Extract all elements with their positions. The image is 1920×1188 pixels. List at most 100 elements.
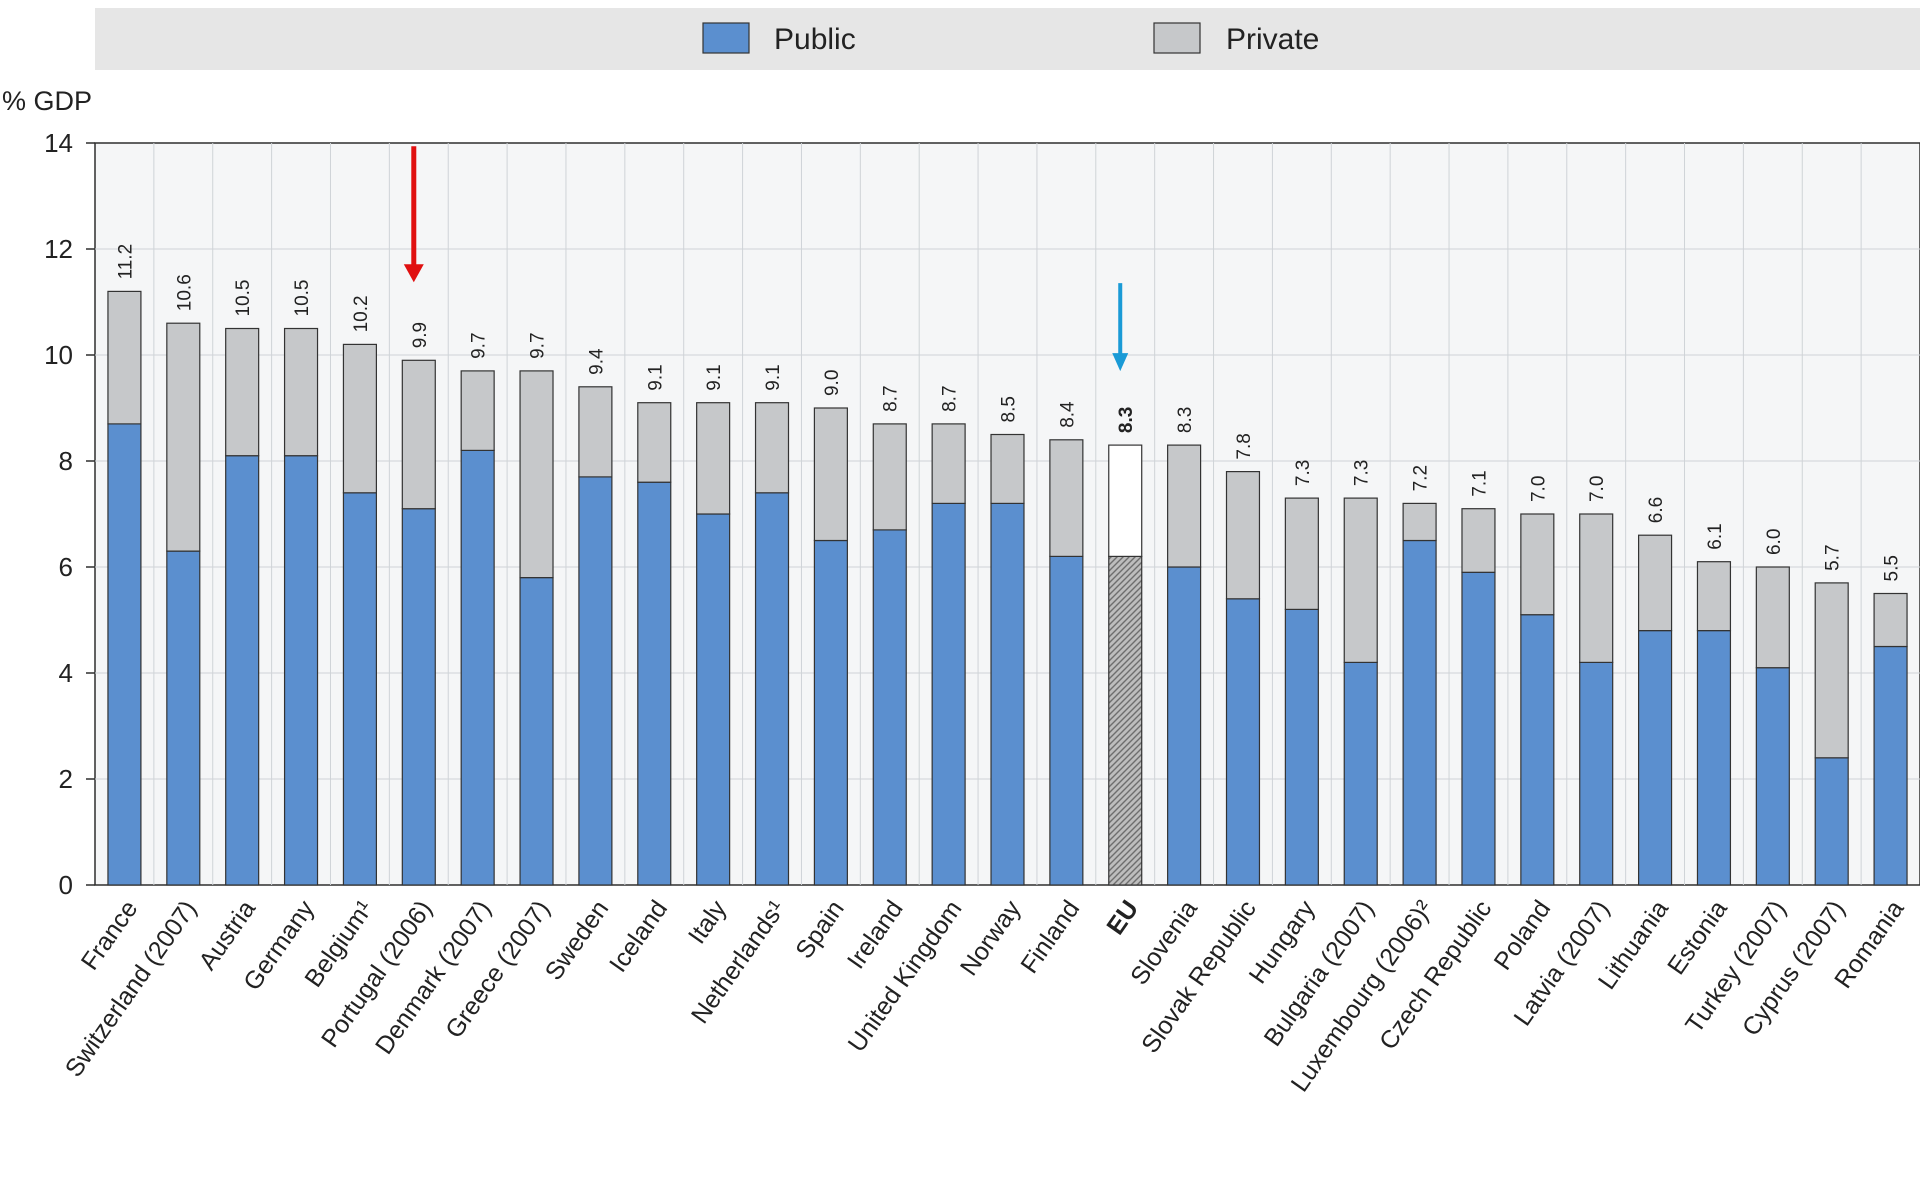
bar-group-bulgaria-2007 [1343, 497, 1378, 886]
bar-public-romania [1873, 645, 1908, 886]
bar-group-romania [1873, 592, 1908, 886]
bar-public-greece-2007 [519, 576, 554, 886]
bar-public-iceland [637, 481, 672, 886]
bar-private-portugal-2006 [401, 359, 436, 510]
arrow-head [1112, 353, 1129, 372]
total-label-denmark-2007: 9.7 [469, 332, 490, 358]
bar-private-belgium [342, 343, 378, 494]
bar-private-sweden [578, 386, 613, 478]
bar-private-united-kingdom [931, 423, 966, 504]
total-label-hungary: 7.3 [1293, 460, 1314, 486]
y-tick-label: 6 [59, 552, 73, 582]
y-tick-label: 12 [44, 234, 73, 264]
legend: Public Private [95, 8, 1920, 70]
bar-private-eu [1108, 444, 1143, 558]
bar-private-hungary [1284, 497, 1319, 611]
bar-group-spain [813, 407, 848, 886]
total-label-lithuania: 6.6 [1646, 497, 1667, 523]
y-tick-label: 4 [59, 658, 73, 688]
x-tick-label-norway: Norway [955, 895, 1027, 981]
bar-private-poland [1520, 513, 1555, 616]
bar-private-france [107, 290, 142, 425]
bar-private-iceland [637, 402, 672, 483]
bar-group-greece-2007 [519, 370, 554, 886]
bar-private-norway [990, 433, 1025, 505]
bar-public-estonia [1696, 629, 1732, 886]
total-label-romania: 5.5 [1882, 555, 1903, 581]
bar-private-czech-republic [1461, 508, 1496, 573]
y-tick-label: 2 [59, 764, 73, 794]
bar-public-sweden [578, 476, 613, 886]
bar-private-greece-2007 [519, 370, 554, 579]
bar-public-netherlands [754, 492, 790, 886]
total-label-turkey-2007: 6.0 [1764, 529, 1785, 555]
bar-private-spain [813, 407, 848, 542]
bar-group-ireland [872, 423, 907, 886]
bar-public-austria [225, 455, 260, 886]
legend-label-public: Public [774, 23, 856, 56]
bar-public-turkey-2007 [1755, 667, 1790, 886]
y-tick-label: 10 [44, 340, 73, 370]
total-label-finland: 8.4 [1057, 401, 1078, 428]
grid [95, 143, 1920, 885]
bar-private-switzerland-2007 [166, 322, 201, 552]
bar-public-germany [283, 455, 319, 886]
bar-public-latvia-2007 [1579, 661, 1614, 886]
bar-group-eu [1108, 444, 1143, 886]
bar-public-belgium [342, 492, 378, 886]
bar-public-eu [1108, 555, 1143, 886]
bar-group-cyprus-2007 [1814, 582, 1849, 886]
total-label-united-kingdom: 8.7 [940, 385, 961, 411]
total-label-germany: 10.5 [292, 280, 313, 317]
arrow-head [403, 264, 424, 283]
total-label-switzerland-2007: 10.6 [174, 274, 195, 311]
bar-public-ireland [872, 529, 907, 886]
bar-group-france [107, 290, 142, 886]
bar-group-portugal-2006 [401, 359, 436, 886]
total-label-greece-2007: 9.7 [528, 332, 549, 358]
bar-private-slovak-republic [1225, 471, 1261, 600]
bar-group-italy [696, 402, 731, 886]
x-tick-label-italy: Italy [683, 895, 733, 949]
y-tick-label: 14 [44, 128, 73, 158]
total-label-czech-republic: 7.1 [1469, 470, 1490, 496]
bar-private-estonia [1696, 561, 1732, 632]
bar-private-turkey-2007 [1755, 566, 1790, 669]
total-label-luxembourg-2006: 7.2 [1411, 465, 1432, 491]
y-axis-label: % GDP [2, 86, 92, 116]
bar-public-norway [990, 502, 1025, 886]
bar-private-luxembourg-2006 [1402, 502, 1437, 542]
bar-private-ireland [872, 423, 907, 531]
bar-group-netherlands [754, 402, 790, 886]
bar-group-lithuania [1637, 534, 1673, 886]
bar-group-czech-republic [1461, 508, 1496, 886]
bar-public-finland [1049, 555, 1084, 886]
bar-private-romania [1873, 592, 1908, 648]
total-label-italy: 9.1 [704, 364, 725, 390]
bar-private-cyprus-2007 [1814, 582, 1849, 759]
bar-public-hungary [1284, 608, 1319, 886]
bar-group-belgium [342, 343, 378, 886]
bar-public-france [107, 423, 142, 886]
total-label-iceland: 9.1 [645, 364, 666, 390]
bar-private-germany [283, 327, 319, 457]
bar-private-latvia-2007 [1579, 513, 1614, 663]
total-label-eu: 8.3 [1116, 407, 1137, 433]
y-tick-label: 0 [59, 870, 73, 900]
bar-private-denmark-2007 [460, 370, 495, 451]
bar-public-switzerland-2007 [166, 550, 201, 886]
bar-private-austria [225, 327, 260, 457]
bar-public-portugal-2006 [401, 508, 436, 886]
bar-public-lithuania [1637, 629, 1673, 886]
bar-private-netherlands [754, 402, 790, 494]
total-label-sweden: 9.4 [586, 348, 607, 375]
x-tick-label-eu: EU [1101, 895, 1144, 940]
bar-public-slovak-republic [1225, 598, 1261, 886]
arrow-annotation-portugal-2006 [403, 146, 424, 283]
bar-group-germany [283, 327, 319, 886]
legend-background [95, 8, 1920, 70]
legend-label-private: Private [1226, 23, 1319, 56]
legend-swatch-public [702, 22, 750, 54]
total-label-austria: 10.5 [233, 280, 254, 317]
